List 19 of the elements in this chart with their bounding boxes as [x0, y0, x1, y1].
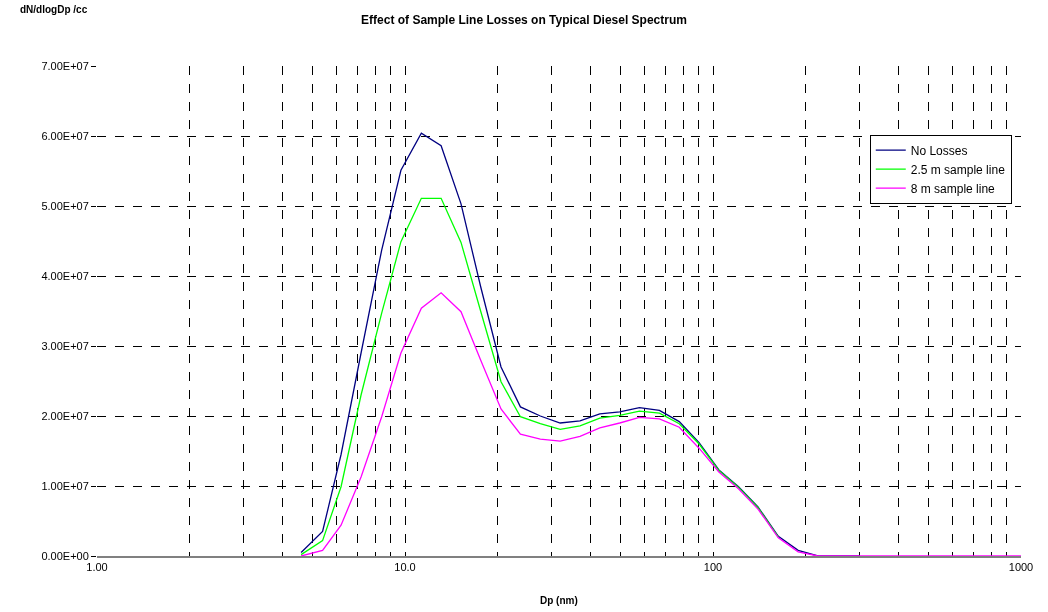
y-tick-label: 7.00E+07 — [41, 59, 89, 72]
legend-label: No Losses — [910, 143, 968, 158]
y-tick-label: 5.00E+07 — [41, 199, 89, 212]
y-tick-label: 4.00E+07 — [41, 269, 89, 282]
x-tick-label: 1.00 — [86, 561, 108, 574]
y-tick-label: 2.00E+07 — [41, 409, 89, 422]
y-axis-title: dN/dlogDp /cc — [20, 4, 88, 15]
x-tick-label: 10.0 — [394, 561, 416, 574]
x-axis-title: Dp (nm) — [540, 595, 578, 606]
y-tick-label: 1.00E+07 — [41, 479, 89, 492]
x-tick-label: 1000 — [1008, 561, 1034, 574]
legend-label: 8 m sample line — [910, 181, 996, 196]
y-tick-label: 3.00E+07 — [41, 339, 89, 352]
x-tick-label: 100 — [703, 561, 723, 574]
legend-label: 2.5 m sample line — [910, 162, 1006, 177]
line-series — [300, 197, 779, 556]
y-tick-label: 0.00E+00 — [41, 549, 89, 562]
y-tick-label: 6.00E+07 — [41, 129, 89, 142]
chart-title: Effect of Sample Line Losses on Typical Diesel Spectrum — [361, 12, 687, 27]
